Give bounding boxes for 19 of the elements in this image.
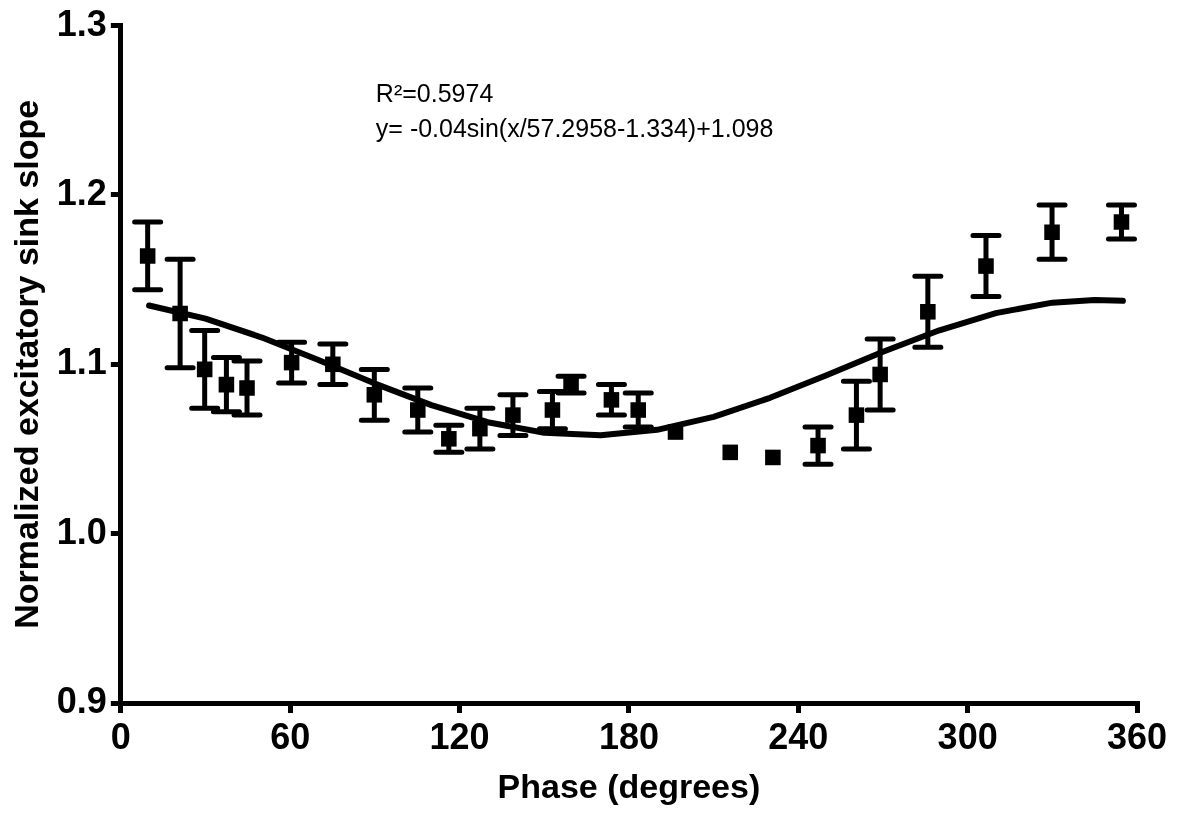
x-tick-label: 180 — [598, 715, 659, 757]
x-tick-label: 0 — [110, 715, 131, 757]
x-tick-label: 240 — [768, 715, 829, 757]
point — [765, 449, 781, 466]
y-axis-title: Normalized excitatory sink slope — [6, 99, 45, 629]
y-tick-label: 0.9 — [56, 679, 107, 721]
y-tick-label: 1.2 — [56, 171, 107, 213]
annotation: R²=0.5974 — [375, 79, 494, 108]
x-tick-label: 300 — [937, 715, 998, 757]
point — [722, 444, 739, 461]
y-tick-label: 1.0 — [56, 510, 107, 552]
point — [667, 424, 684, 440]
x-tick-label: 120 — [429, 715, 490, 757]
y-tick-label: 1.1 — [56, 341, 107, 383]
annotation: y= -0.04sin(x/57.2958-1.334)+1.098 — [375, 114, 774, 143]
x-tick-label: 360 — [1106, 715, 1168, 757]
x-tick-label: 60 — [270, 715, 311, 757]
y-tick-label: 1.3 — [56, 2, 107, 44]
x-axis-title: Phase (degrees) — [497, 766, 761, 805]
